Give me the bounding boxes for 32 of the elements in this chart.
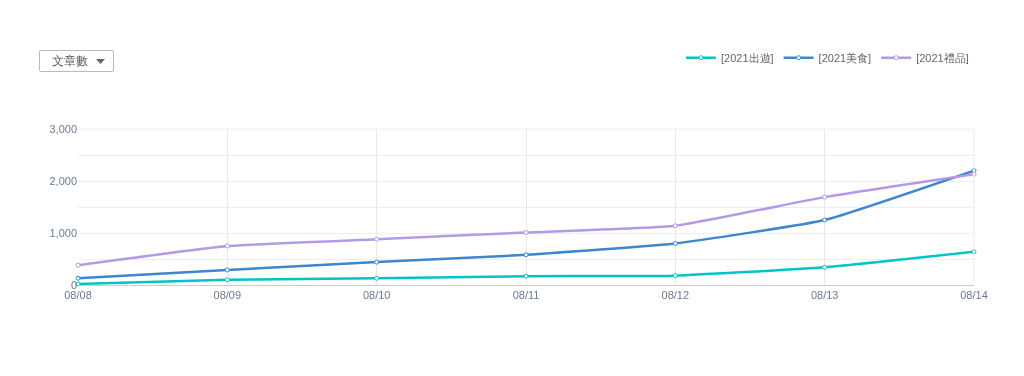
legend-label: [2021禮品] [916, 51, 969, 64]
x-tick-label: 08/12 [661, 289, 690, 302]
point [224, 277, 230, 283]
y-tick-label: 3,000 [49, 122, 77, 135]
x-tick-label: 08/08 [64, 289, 92, 302]
x-tick-label: 08/09 [213, 289, 242, 302]
point [224, 267, 230, 273]
x-tick-label: 08/11 [512, 289, 540, 302]
point [374, 259, 380, 265]
x-tick-label: 08/10 [362, 289, 391, 302]
x-tick-label: 08/14 [960, 289, 988, 302]
y-tick-label: 1,000 [49, 226, 77, 239]
point [672, 240, 678, 246]
y-tick-label: 2,000 [49, 174, 77, 187]
point [822, 264, 828, 270]
point [523, 229, 529, 235]
point [822, 217, 828, 223]
point [672, 273, 678, 279]
point [822, 194, 828, 200]
y-tick-label: 0 [70, 278, 77, 291]
legend-label: [2021出遊] [721, 51, 774, 64]
point [374, 236, 380, 242]
point [523, 273, 529, 279]
point [374, 275, 380, 281]
legend-label: [2021美食] [818, 51, 872, 64]
point [224, 243, 230, 249]
x-tick-label: 08/13 [810, 289, 839, 302]
point [523, 252, 529, 258]
dropdown-field: 文章數 [39, 50, 114, 72]
point [75, 275, 81, 281]
point [672, 223, 678, 229]
point [75, 262, 81, 268]
